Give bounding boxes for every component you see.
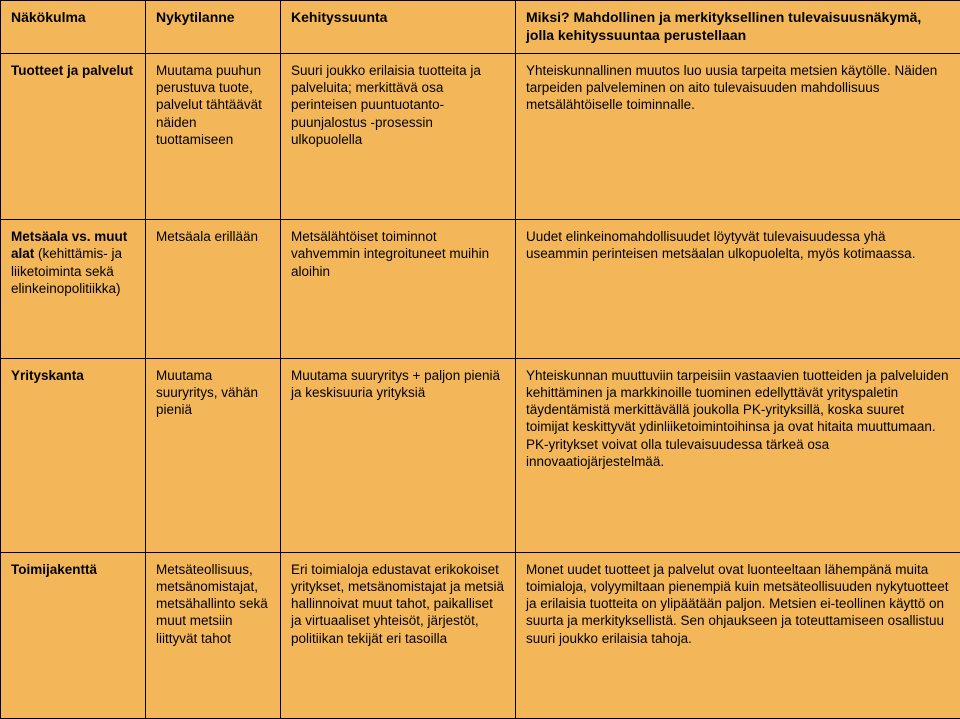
cell-nykytilanne: Muutama suuryritys, vähän pieniä [146, 358, 281, 552]
cell-miksi: Uudet elinkeinomahdollisuudet löytyvät t… [516, 220, 960, 359]
col-header-nakokulma: Näkökulma [1, 1, 146, 54]
page: Näkökulma Nykytilanne Kehityssuunta Miks… [0, 0, 960, 719]
cell-nykytilanne: Metsäala erillään [146, 220, 281, 359]
row-label-main: Toimijakenttä [11, 562, 97, 577]
cell-nykytilanne: Metsäteollisuus, metsänomistajat, metsäh… [146, 552, 281, 718]
cell-kehityssuunta: Eri toimialoja edustavat erikokoiset yri… [281, 552, 516, 718]
table-row: Yrityskanta Muutama suuryritys, vähän pi… [1, 358, 960, 552]
row-label: Yrityskanta [1, 358, 146, 552]
cell-kehityssuunta: Muutama suuryritys + paljon pieniä ja ke… [281, 358, 516, 552]
row-label-main: Yrityskanta [11, 368, 84, 383]
row-label-main: Tuotteet ja palvelut [11, 63, 133, 78]
col-header-miksi: Miksi? Mahdollinen ja merkityksellinen t… [516, 1, 960, 54]
cell-miksi: Yhteiskunnan muuttuviin tarpeisiin vasta… [516, 358, 960, 552]
cell-kehityssuunta: Suuri joukko erilaisia tuotteita ja palv… [281, 53, 516, 219]
cell-nykytilanne: Muutama puuhun perustuva tuote, palvelut… [146, 53, 281, 219]
cell-miksi: Yhteiskunnallinen muutos luo uusia tarpe… [516, 53, 960, 219]
table-row: Metsäala vs. muut alat (kehittämis- ja l… [1, 220, 960, 359]
cell-miksi: Monet uudet tuotteet ja palvelut ovat lu… [516, 552, 960, 718]
col-header-nykytilanne: Nykytilanne [146, 1, 281, 54]
table-row: Tuotteet ja palvelut Muutama puuhun peru… [1, 53, 960, 219]
col-header-kehityssuunta: Kehityssuunta [281, 1, 516, 54]
row-label: Tuotteet ja palvelut [1, 53, 146, 219]
table-row: Toimijakenttä Metsäteollisuus, metsänomi… [1, 552, 960, 718]
comparison-table: Näkökulma Nykytilanne Kehityssuunta Miks… [0, 0, 960, 719]
row-label: Toimijakenttä [1, 552, 146, 718]
cell-kehityssuunta: Metsälähtöiset toiminnot vahvemmin integ… [281, 220, 516, 359]
row-label: Metsäala vs. muut alat (kehittämis- ja l… [1, 220, 146, 359]
